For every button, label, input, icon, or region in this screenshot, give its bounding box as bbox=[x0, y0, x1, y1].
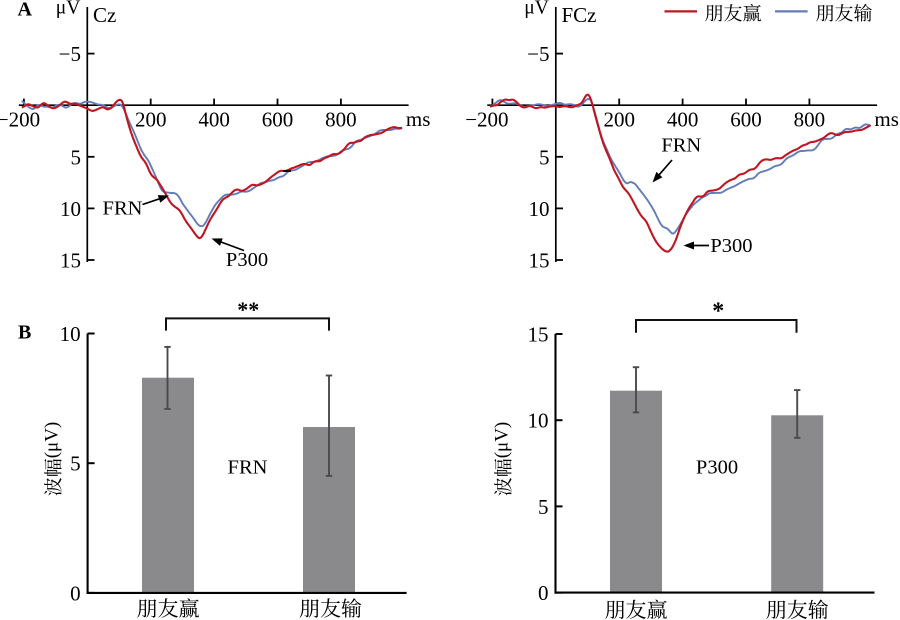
svg-text:600: 600 bbox=[262, 107, 294, 131]
svg-text:15: 15 bbox=[529, 249, 550, 273]
svg-text:(μV): (μV) bbox=[491, 422, 512, 459]
svg-text:−5: −5 bbox=[527, 42, 549, 66]
svg-text:FRN: FRN bbox=[661, 134, 701, 156]
svg-text:ms: ms bbox=[874, 107, 899, 131]
svg-text:P300: P300 bbox=[696, 457, 738, 479]
svg-text:15: 15 bbox=[60, 249, 81, 273]
svg-text:400: 400 bbox=[198, 107, 230, 131]
svg-text:P300: P300 bbox=[226, 249, 268, 271]
svg-text:5: 5 bbox=[538, 495, 549, 519]
svg-text:−200: −200 bbox=[465, 107, 508, 131]
svg-text:5: 5 bbox=[539, 145, 550, 169]
svg-text:ms: ms bbox=[406, 107, 431, 131]
svg-text:200: 200 bbox=[135, 107, 167, 131]
svg-text:10: 10 bbox=[529, 197, 550, 221]
svg-text:5: 5 bbox=[70, 452, 81, 476]
svg-text:μV: μV bbox=[524, 0, 549, 19]
svg-text:10: 10 bbox=[528, 409, 549, 433]
svg-text:800: 800 bbox=[794, 107, 826, 131]
svg-text:*: * bbox=[712, 298, 724, 324]
svg-text:800: 800 bbox=[325, 107, 357, 131]
svg-text:A: A bbox=[18, 0, 33, 20]
svg-text:**: ** bbox=[237, 297, 259, 322]
svg-text:FRN: FRN bbox=[103, 198, 143, 220]
svg-text:−200: −200 bbox=[0, 107, 40, 131]
svg-text:200: 200 bbox=[603, 107, 635, 131]
svg-text:600: 600 bbox=[730, 107, 762, 131]
svg-text:P300: P300 bbox=[710, 235, 752, 257]
svg-text:10: 10 bbox=[60, 197, 81, 221]
svg-text:μV: μV bbox=[56, 0, 81, 19]
svg-text:B: B bbox=[18, 322, 31, 344]
svg-text:FCz: FCz bbox=[562, 3, 597, 27]
svg-text:400: 400 bbox=[667, 107, 699, 131]
svg-text:15: 15 bbox=[528, 322, 549, 346]
svg-text:10: 10 bbox=[60, 322, 81, 346]
svg-text:5: 5 bbox=[71, 145, 82, 169]
svg-text:FRN: FRN bbox=[228, 457, 268, 479]
svg-text:−5: −5 bbox=[59, 42, 81, 66]
svg-text:Cz: Cz bbox=[93, 3, 116, 27]
svg-text:0: 0 bbox=[538, 581, 549, 605]
svg-text:0: 0 bbox=[70, 581, 81, 605]
svg-text:(μV): (μV) bbox=[41, 422, 62, 459]
